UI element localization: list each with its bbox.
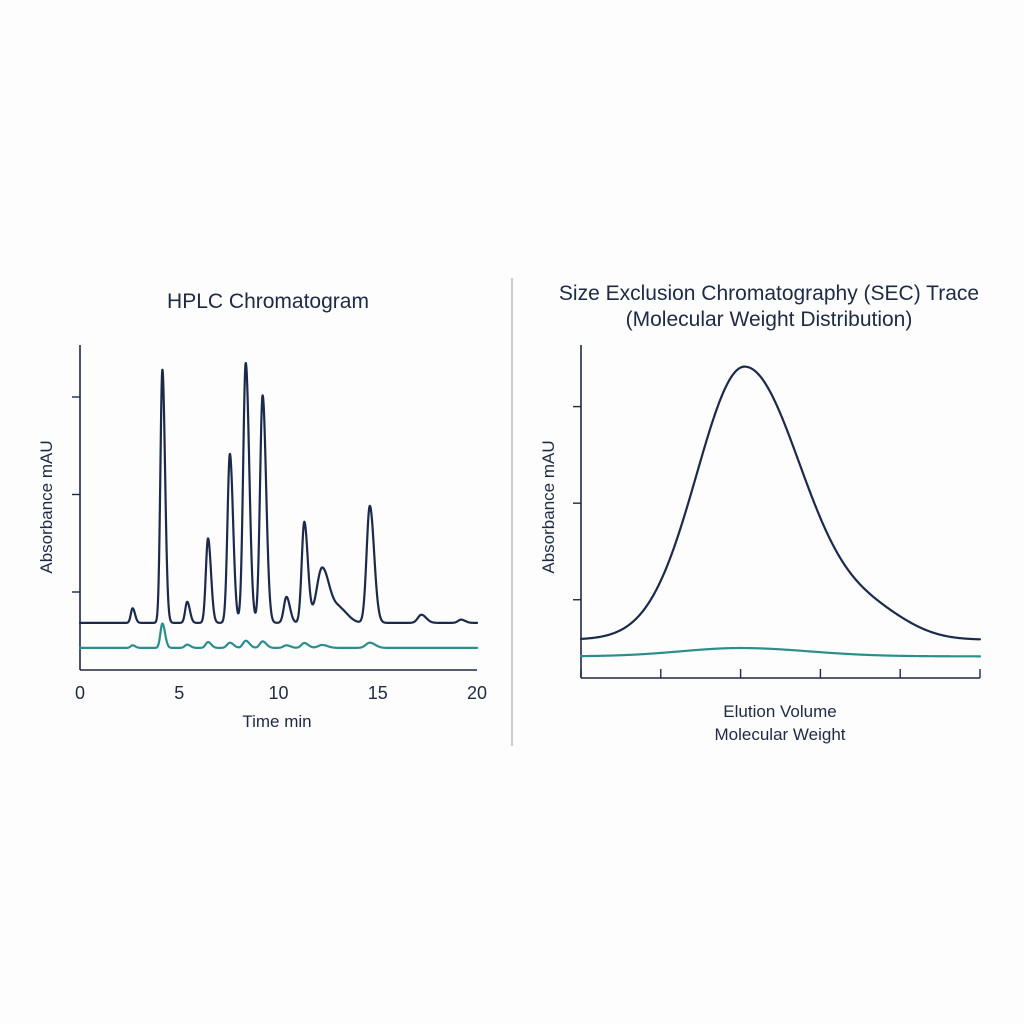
sec-chart-subtitle: (Molecular Weight Distribution) [626, 308, 913, 331]
hplc-x-tick-label: 5 [174, 683, 184, 703]
sec-chart-title: Size Exclusion Chromatography (SEC) Trac… [559, 282, 979, 305]
sec-y-axis-label: Absorbance mAU [539, 440, 558, 573]
hplc-panel: HPLC Chromatogram 0 5 10 15 20 Absorbance mA… [37, 290, 487, 731]
sec-series-2-trace [579, 646, 982, 658]
hplc-y-axis-label: Absorbance mAU [37, 440, 56, 573]
hplc-series-2-trace [78, 622, 479, 649]
hplc-series-1-trace [78, 361, 479, 624]
sec-y-ticks [573, 405, 581, 601]
hplc-x-tick-label: 20 [467, 683, 487, 703]
hplc-x-axis-label: Time min [242, 712, 311, 731]
hplc-x-tick-label: 0 [75, 683, 85, 703]
sec-series-1-trace [579, 365, 982, 641]
hplc-chart-title: HPLC Chromatogram [167, 290, 369, 313]
hplc-x-ticks: 0 5 10 15 20 [75, 683, 487, 703]
sec-x-ticks [580, 669, 981, 678]
hplc-x-tick-label: 10 [268, 683, 288, 703]
sec-panel: Size Exclusion Chromatography (SEC) Trac… [539, 282, 982, 744]
sec-x-axis-label: Elution Volume [723, 702, 836, 721]
sec-x-axis-label-secondary: Molecular Weight [714, 725, 845, 744]
hplc-y-ticks [72, 396, 80, 593]
hplc-x-tick-label: 15 [368, 683, 388, 703]
